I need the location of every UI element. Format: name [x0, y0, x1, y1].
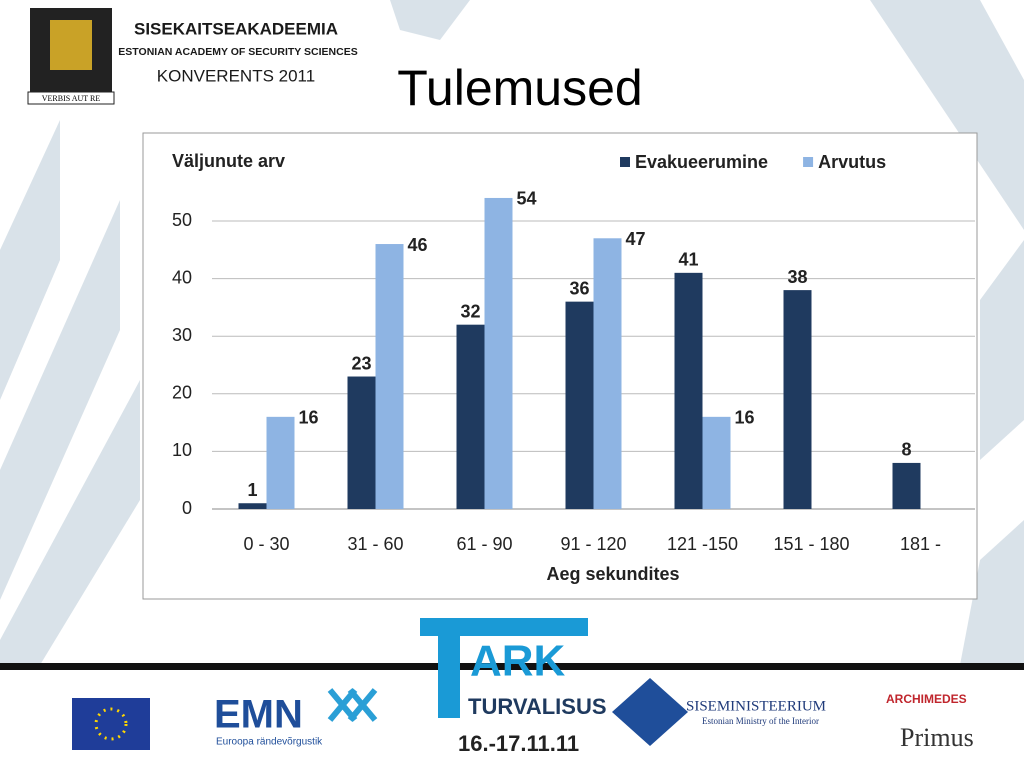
slide-title: Tulemused	[397, 60, 642, 116]
dates: 16.-17.11.11	[458, 731, 579, 756]
academy-en: ESTONIAN ACADEMY OF SECURITY SCIENCES	[118, 46, 357, 58]
bar	[593, 238, 622, 509]
academy: SISEKAITSEAKADEEMIA	[134, 19, 338, 38]
data-label: 23	[351, 353, 371, 373]
y-tick-label: 30	[172, 325, 192, 345]
tark-t-bar	[420, 618, 588, 636]
chart-frame	[142, 132, 978, 600]
bar	[347, 376, 376, 509]
data-label: 46	[408, 235, 428, 255]
y-tick-label: 50	[172, 210, 192, 230]
eu-flag	[72, 698, 150, 750]
data-label: 16	[735, 408, 755, 428]
x-tick-label: 61 - 90	[456, 534, 512, 554]
y-tick-label: 40	[172, 267, 192, 287]
data-label: 8	[901, 440, 911, 460]
primus: Primus	[900, 723, 974, 752]
emn-sub: Euroopa rändevõrgustik	[216, 737, 323, 748]
bar	[456, 324, 485, 509]
legend-swatch	[620, 157, 630, 167]
tark-t-stem	[438, 618, 460, 718]
x-tick-label: 121 -150	[667, 534, 738, 554]
emn-mark	[327, 688, 378, 722]
logo-ribbon	[27, 91, 115, 105]
logo: VERBIS AUT RE	[27, 8, 115, 105]
eu-stars	[94, 707, 128, 741]
footer	[0, 670, 1024, 768]
emn: EMN	[214, 693, 303, 737]
footer-rule	[0, 663, 1024, 670]
data-label: 41	[678, 250, 698, 270]
x-axis-label: Aeg sekundites	[546, 564, 679, 584]
bar	[892, 462, 921, 509]
conference: KONVERENTS 2011	[157, 66, 315, 85]
bar	[674, 272, 703, 509]
data-label: 16	[299, 408, 319, 428]
x-tick-label: 181 -	[900, 534, 941, 554]
bar	[238, 503, 267, 509]
ministry-mark	[612, 678, 688, 746]
data-label: 1	[247, 480, 257, 500]
bar	[375, 244, 404, 510]
chart: 0 10 20 30 40 50 Väljunute arv Aeg sekundites 0 …	[172, 151, 975, 584]
bar	[565, 301, 594, 509]
x-tick-label: 91 - 120	[560, 534, 626, 554]
stripes	[0, 0, 1024, 665]
logo-emblem	[50, 20, 92, 70]
turvalisus: TURVALISUS	[468, 694, 607, 719]
ministry-en: Estonian Ministry of the Interior	[702, 716, 819, 726]
legend-swatch	[803, 157, 814, 167]
y-tick-label: 0	[182, 498, 192, 518]
ministry: SISEMINISTEERIUM	[686, 698, 826, 714]
data-label: 36	[569, 278, 589, 298]
tark: ARK	[470, 637, 566, 686]
legend-label: Evakueerumine	[635, 152, 768, 172]
data-label: 54	[517, 189, 537, 209]
y-axis-label: Väljunute arv	[172, 151, 285, 171]
bar	[702, 416, 731, 509]
data-label: 47	[626, 229, 646, 249]
bar	[484, 197, 513, 509]
bar	[266, 416, 295, 509]
x-tick-label: 0 - 30	[243, 534, 289, 554]
bar	[783, 290, 812, 509]
legend-label: Arvutus	[818, 152, 886, 172]
y-tick-label: 10	[172, 440, 192, 460]
data-label: 32	[460, 301, 480, 321]
x-tick-label: 151 - 180	[773, 534, 849, 554]
data-label: 38	[787, 267, 807, 287]
archimedes: ARCHIMEDES	[886, 692, 967, 706]
motto: VERBIS AUT RE	[42, 94, 101, 103]
y-tick-label: 20	[172, 383, 192, 403]
x-tick-label: 31 - 60	[347, 534, 403, 554]
